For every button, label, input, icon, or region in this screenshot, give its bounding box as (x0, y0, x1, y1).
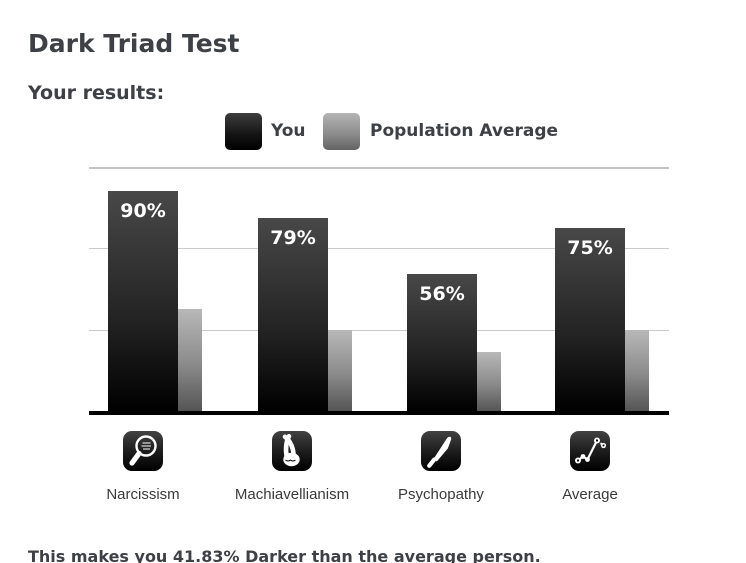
bar-you-psychopathy: 56% (407, 274, 477, 411)
gridline-100pct (89, 167, 669, 169)
legend-swatch-you (225, 113, 262, 150)
line-graph-icon (570, 431, 610, 471)
mirror-icon (123, 431, 163, 471)
category-label-narcissism: Narcissism (106, 486, 180, 503)
legend-label-population-average: Population Average (370, 121, 559, 141)
gridline-33.3pct (89, 330, 669, 331)
x-axis (89, 411, 669, 415)
results-heading: Your results: (28, 81, 165, 104)
bar-value-label-narcissism: 90% (120, 200, 166, 222)
category-label-psychopathy: Psychopathy (398, 486, 484, 503)
legend-swatch-population-average (323, 113, 360, 150)
bar-you-machiavellianism: 79% (258, 218, 328, 411)
bar-you-narcissism: 90% (108, 191, 178, 411)
category-label-average: Average (562, 486, 618, 503)
bar-average-narcissism (178, 309, 202, 411)
bar-value-label-machiavellianism: 79% (270, 227, 316, 249)
bar-average-average (625, 330, 649, 411)
page-title: Dark Triad Test (28, 28, 240, 58)
category-label-machiavellianism: Machiavellianism (234, 486, 350, 503)
result-summary: This makes you 41.83% Darker than the av… (28, 547, 541, 563)
bar-average-psychopathy (477, 352, 501, 411)
legend-label-you: You (271, 121, 306, 141)
gridline-66.7pct (89, 248, 669, 249)
bar-you-average: 75% (555, 228, 625, 411)
bar-value-label-average: 75% (567, 237, 613, 259)
bar-value-label-psychopathy: 56% (419, 283, 465, 305)
bar-average-machiavellianism (328, 330, 352, 411)
knife-icon (421, 431, 461, 471)
crossed-fingers-icon (272, 431, 312, 471)
